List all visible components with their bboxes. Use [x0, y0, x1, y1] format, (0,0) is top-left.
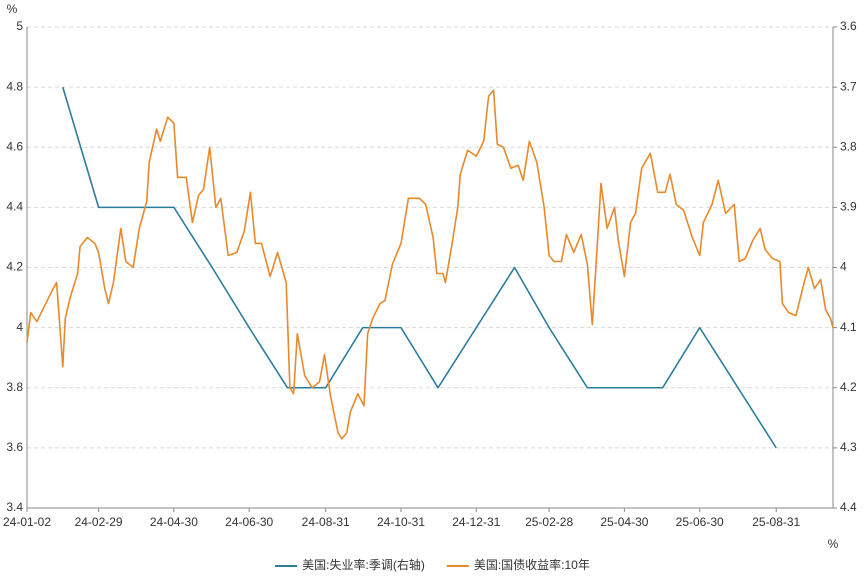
x-tick-label: 25-04-30: [600, 515, 648, 529]
y-tick-label: 5: [16, 19, 23, 33]
y2-tick-label: 4.4: [840, 500, 857, 514]
y-tick-label: 4.6: [6, 139, 23, 153]
y2-tick-label: 3.7: [840, 79, 857, 93]
x-tick-label: 24-10-31: [377, 515, 425, 529]
y-tick-label: 3.4: [6, 500, 23, 514]
series-line: [26, 89, 834, 440]
y-tick-label: 4.8: [6, 79, 23, 93]
y-tick-label: 4: [16, 320, 23, 334]
y2-tick-label: 3.9: [840, 200, 857, 214]
series-line: [62, 86, 777, 449]
y2-tick-label: 4.1: [840, 320, 857, 334]
x-tick-label: 24-01-02: [3, 515, 51, 529]
legend-label: 美国:国债收益率:10年: [474, 557, 590, 572]
y-unit: %: [7, 2, 18, 16]
y-tick-label: 4.2: [6, 260, 23, 274]
x-tick-label: 25-02-28: [525, 515, 573, 529]
x-tick-label: 24-12-31: [452, 515, 500, 529]
x-tick-label: 24-04-30: [150, 515, 198, 529]
legend-label: 美国:失业率:季调(右轴): [302, 557, 425, 572]
y-tick-label: 3.6: [6, 440, 23, 454]
x-tick-label: 25-08-31: [752, 515, 800, 529]
legend: 美国:失业率:季调(右轴) 美国:国债收益率:10年: [275, 557, 590, 572]
y2-tick-label: 3.6: [840, 19, 857, 33]
y2-tick-label: 4.3: [840, 440, 857, 454]
y-tick-label: 4.4: [6, 200, 23, 214]
x-tick-label: 24-08-31: [302, 515, 350, 529]
y2-tick-label: 4.2: [840, 380, 857, 394]
y2-unit: %: [828, 537, 839, 551]
y2-tick-label: 3.8: [840, 139, 857, 153]
x-tick-label: 24-02-29: [75, 515, 123, 529]
x-tick-label: 24-06-30: [225, 515, 273, 529]
y2-tick-label: 4: [840, 260, 847, 274]
y-tick-label: 3.8: [6, 380, 23, 394]
x-tick-label: 25-06-30: [676, 515, 724, 529]
